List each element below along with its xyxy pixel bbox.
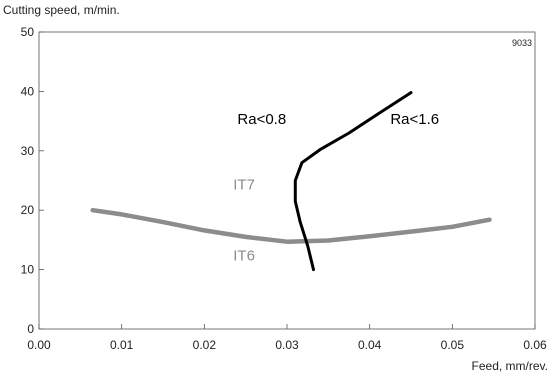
y-tick-label: 10	[21, 263, 35, 277]
y-axis-label: Cutting speed, m/min.	[3, 3, 120, 17]
y-tick-label: 20	[21, 203, 35, 217]
annotation-layer: IT7 IT6 Ra<0.8 Ra<1.6	[233, 111, 439, 265]
figure-id-label: 9033	[512, 38, 532, 48]
y-tick-label: 30	[21, 144, 35, 158]
annotation-label: Ra<0.8	[237, 111, 286, 128]
x-tick-label: 0.03	[275, 338, 299, 352]
series-layer	[90, 91, 492, 272]
x-tick-label: 0.00	[27, 338, 51, 352]
series-line-it-boundary	[90, 207, 492, 244]
x-tick-label: 0.05	[441, 338, 465, 352]
annotation-label: Ra<1.6	[390, 111, 439, 128]
annotation-label: IT7	[233, 176, 255, 193]
x-tick-label: 0.04	[358, 338, 382, 352]
x-axis-label: Feed, mm/rev.	[472, 359, 548, 373]
annotation-label: IT6	[233, 248, 255, 265]
y-tick-label: 50	[21, 25, 35, 39]
axis-ticks: 0.00 0.01 0.02 0.03 0.04 0.05 0.06 0 10 20 30 40 50	[21, 25, 547, 352]
x-tick-label: 0.02	[193, 338, 217, 352]
series-line-ra-boundary	[293, 91, 413, 272]
plot-frame	[38, 31, 536, 330]
x-tick-label: 0.06	[523, 338, 547, 352]
y-tick-label: 40	[21, 84, 35, 98]
y-tick-label: 0	[27, 322, 34, 336]
x-tick-label: 0.01	[110, 338, 134, 352]
